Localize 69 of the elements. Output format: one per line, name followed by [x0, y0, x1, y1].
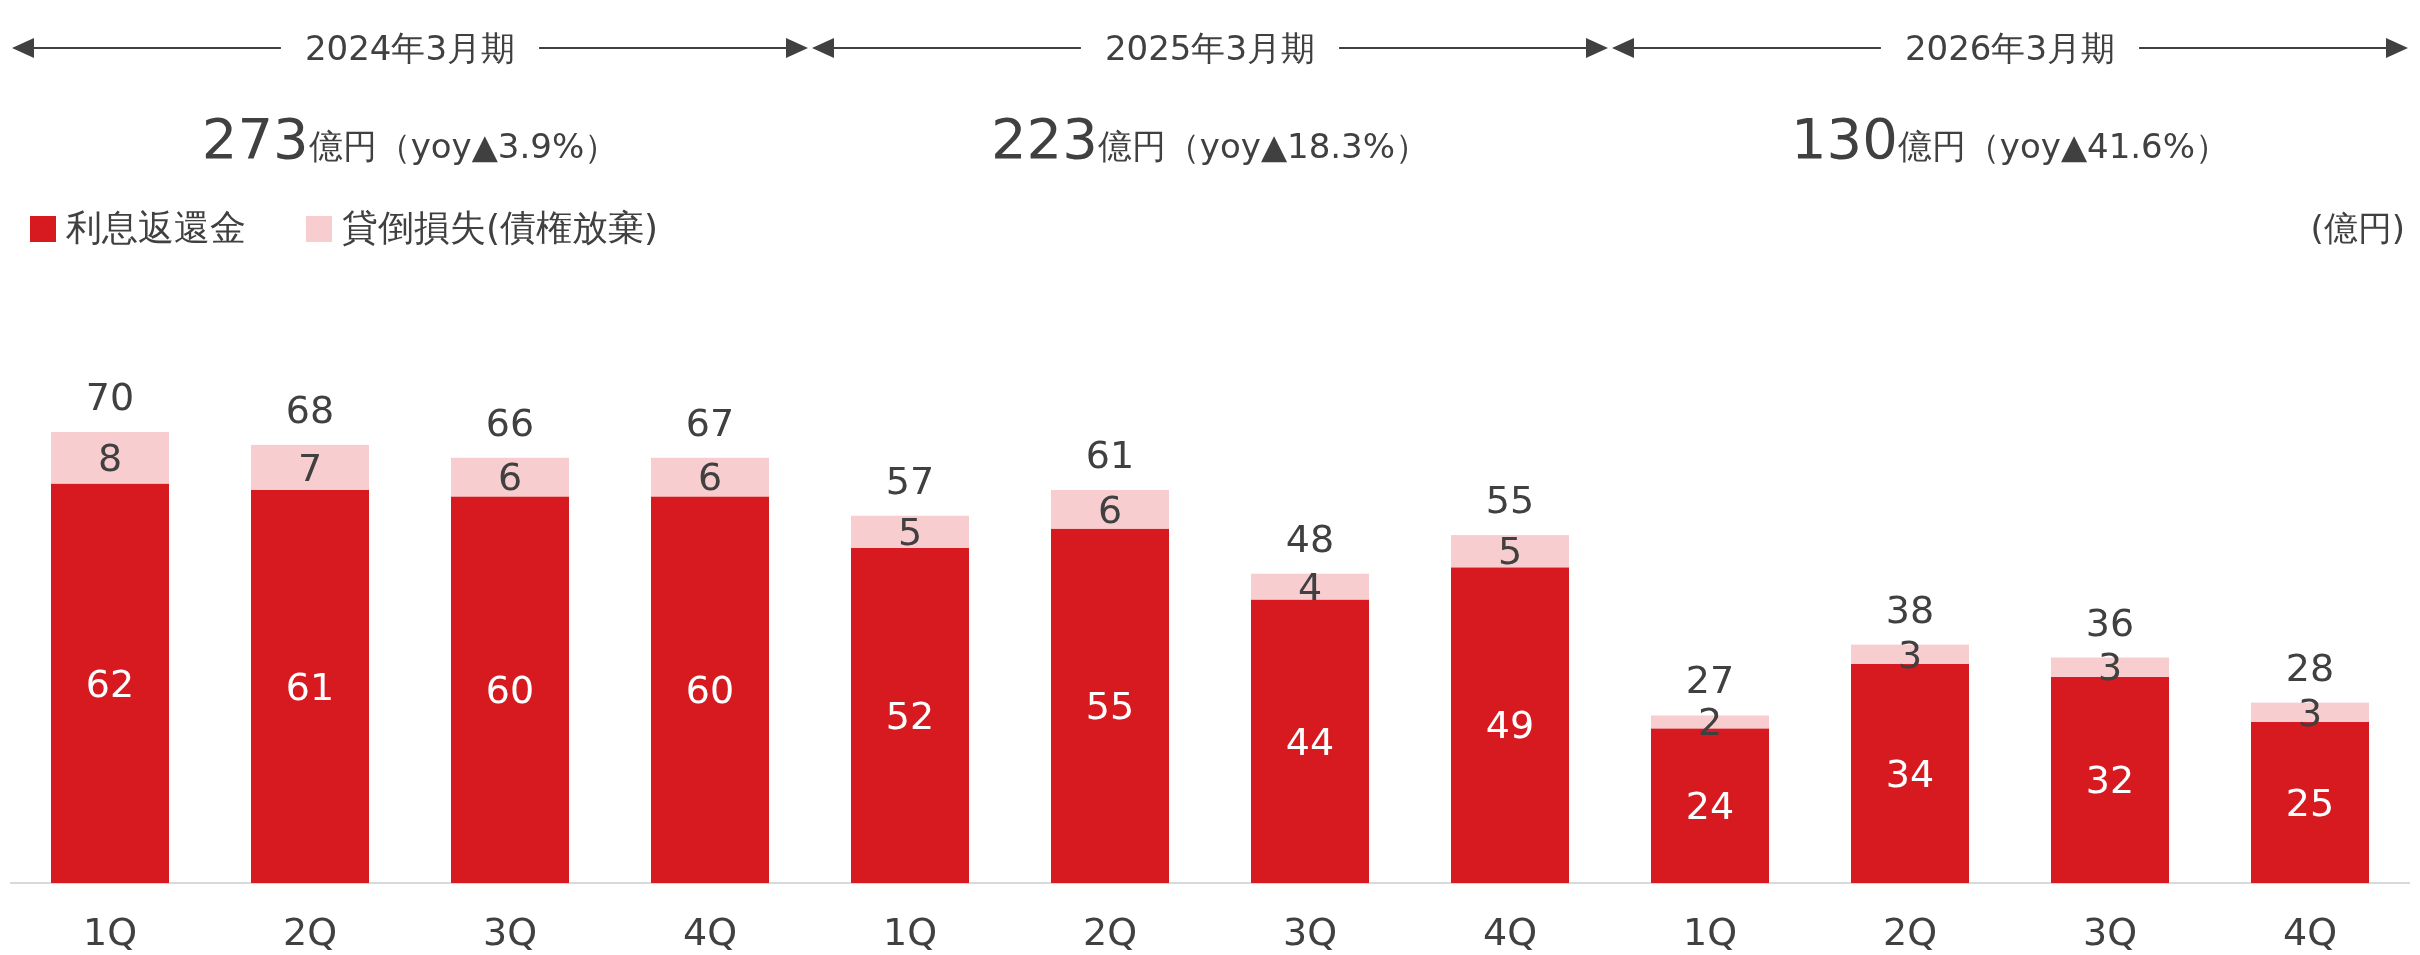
- legend-label: 利息返還金: [66, 207, 246, 248]
- text: 2026年3月期: [1904, 28, 2116, 68]
- x-tick-label: 3Q: [1282, 910, 1338, 954]
- bar: [651, 457, 769, 497]
- total-label: 67: [685, 400, 735, 445]
- total-label: 38: [1885, 587, 1935, 632]
- total-label: 36: [2085, 600, 2135, 645]
- bar: [51, 483, 169, 883]
- x-tick-label: 2Q: [282, 910, 338, 954]
- text: 2024年3月期: [304, 28, 516, 68]
- text: 2025年3月期: [1104, 28, 1316, 68]
- data-label: 62: [85, 661, 135, 706]
- total-label: 27: [1685, 658, 1735, 703]
- bar: [451, 496, 569, 883]
- data-label: 8: [97, 436, 123, 481]
- x-tick-label: 4Q: [1482, 910, 1538, 954]
- data-label: 5: [897, 510, 923, 555]
- bar: [451, 457, 569, 497]
- bar: [1051, 528, 1169, 883]
- bar: [1251, 573, 1369, 600]
- text: 273億円（yoy▲3.9%）: [201, 106, 619, 171]
- data-label: 6: [497, 455, 523, 500]
- x-tick-label: 1Q: [882, 910, 938, 954]
- text: 223億円（yoy▲18.3%）: [990, 106, 1430, 171]
- total-label: 68: [285, 387, 335, 432]
- data-label: 6: [1097, 487, 1123, 532]
- total-label: 55: [1485, 478, 1535, 523]
- text: 130億円（yoy▲41.6%）: [1790, 106, 2230, 171]
- total-label: 57: [885, 458, 935, 503]
- bar: [1451, 567, 1569, 883]
- data-label: 24: [1685, 783, 1735, 828]
- x-tick-label: 2Q: [1882, 910, 1938, 954]
- bar: [251, 444, 369, 490]
- bar: [251, 489, 369, 883]
- bar: [851, 515, 969, 548]
- bar: [1451, 535, 1569, 568]
- data-label: 34: [1885, 751, 1935, 796]
- bar: [651, 496, 769, 883]
- bar: [851, 547, 969, 883]
- total-label: 70: [85, 375, 135, 419]
- text: (億円): [2310, 208, 2405, 248]
- data-label: 25: [2285, 780, 2335, 825]
- x-tick-label: 3Q: [2082, 910, 2138, 954]
- bar: [1051, 489, 1169, 529]
- data-label: 7: [297, 445, 323, 490]
- data-label: 44: [1285, 719, 1335, 764]
- x-tick-label: 4Q: [2282, 910, 2338, 954]
- x-tick-label: 1Q: [82, 910, 138, 954]
- x-tick-label: 1Q: [1682, 910, 1738, 954]
- data-label: 60: [485, 668, 535, 713]
- bar: [1251, 599, 1369, 883]
- x-tick-label: 2Q: [1082, 910, 1138, 954]
- data-label: 32: [2085, 758, 2135, 803]
- x-tick-label: 4Q: [682, 910, 738, 954]
- x-tick-label: 3Q: [482, 910, 538, 954]
- data-label: 61: [285, 664, 335, 709]
- legend-label: 貸倒損失(債権放棄): [342, 207, 659, 248]
- total-label: 28: [2285, 645, 2335, 690]
- data-label: 60: [685, 668, 735, 713]
- data-label: 52: [885, 693, 935, 738]
- bar: [51, 432, 169, 484]
- data-label: 49: [1485, 703, 1535, 748]
- data-label: 55: [1085, 684, 1135, 729]
- data-label: 6: [697, 455, 723, 500]
- data-label: 5: [1497, 529, 1523, 574]
- data-label: 4: [1297, 564, 1323, 609]
- total-label: 61: [1085, 432, 1135, 477]
- total-label: 48: [1285, 516, 1335, 561]
- total-label: 66: [485, 400, 535, 445]
